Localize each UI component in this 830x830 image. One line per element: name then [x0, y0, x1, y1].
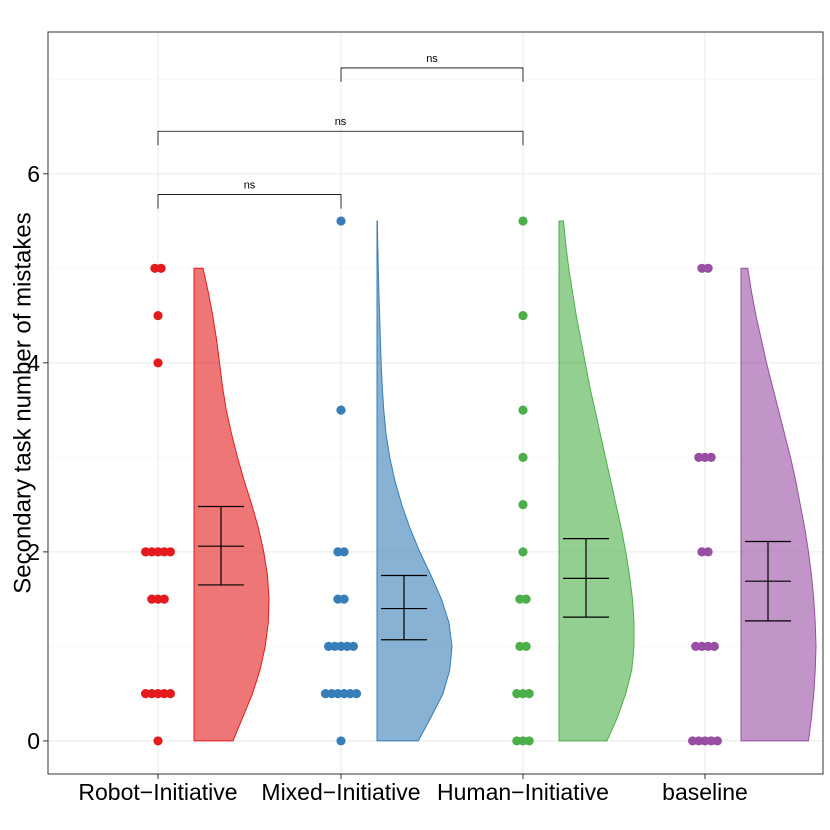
data-point [153, 310, 163, 321]
plot-panel-border [47, 31, 824, 775]
data-point [518, 500, 528, 510]
significance-label: ns [244, 180, 256, 192]
data-point [351, 689, 362, 699]
data-point [524, 736, 534, 746]
bracket-line [157, 194, 342, 209]
bracket-line [157, 130, 524, 146]
data-point [518, 405, 528, 415]
data-point [518, 310, 528, 321]
y-tick-label: 0 [27, 728, 40, 754]
bracket-line [340, 67, 524, 82]
data-point [521, 641, 531, 651]
comparison-bracket: ns [157, 116, 524, 146]
series-1 [141, 263, 270, 746]
data-point [159, 594, 169, 604]
data-point [518, 547, 528, 557]
data-point [524, 689, 534, 699]
data-point [518, 452, 528, 462]
y-tick-label: 6 [27, 161, 40, 187]
data-point [712, 736, 723, 746]
data-point [336, 736, 346, 746]
data-point [339, 594, 349, 604]
data-point [336, 216, 346, 226]
x-tick-label: baseline [662, 779, 748, 805]
density-cloud [558, 220, 635, 742]
data-point [165, 547, 175, 557]
density-cloud [376, 220, 453, 742]
data-point [703, 263, 713, 273]
comparison-bracket: ns [340, 53, 524, 82]
y-tick-label: 2 [27, 539, 40, 565]
series-2 [320, 216, 453, 746]
significance-label: ns [426, 53, 438, 65]
density-cloud [740, 267, 817, 742]
series-layer [141, 216, 817, 746]
series-3 [512, 216, 635, 746]
y-tick-label: 4 [27, 350, 40, 376]
data-point [709, 641, 719, 651]
data-point [518, 216, 528, 226]
data-point [165, 689, 175, 699]
data-point [703, 547, 713, 557]
comparison-bracket: ns [157, 180, 342, 209]
data-point [339, 547, 349, 557]
data-point [706, 452, 716, 462]
data-point [153, 358, 163, 368]
data-point [336, 405, 346, 415]
data-point [348, 641, 358, 651]
x-tick-label: Human−Initiative [437, 779, 609, 805]
comparison-brackets: ns ns ns [157, 53, 524, 209]
y-axis-label: Secondary task number of mistakes [9, 212, 36, 594]
data-point [156, 263, 166, 273]
significance-label: ns [335, 116, 347, 128]
series-4 [688, 263, 817, 746]
x-tick-label: Mixed−Initiative [261, 779, 420, 805]
data-point [153, 736, 163, 746]
density-cloud [193, 267, 270, 742]
data-point [521, 594, 531, 604]
x-tick-label: Robot−Initiative [78, 779, 237, 805]
axes: 0 2 4 6 Robot−Initiative Mixed−Initiative Huma… [27, 161, 748, 805]
